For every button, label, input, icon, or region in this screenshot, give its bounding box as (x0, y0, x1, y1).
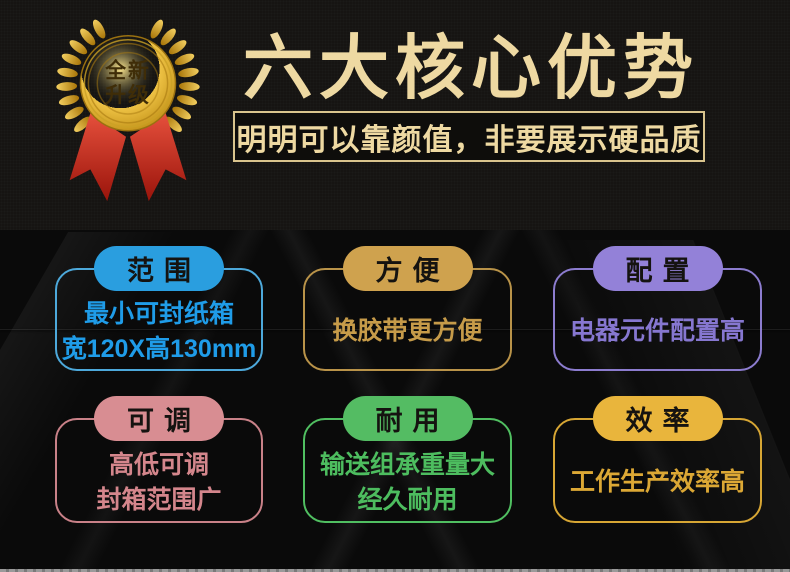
gold-coin-icon: 全新 升级 (79, 34, 177, 132)
feature-tag: 可调 (94, 396, 224, 441)
feature-text: 工作生产效率高 (555, 444, 760, 521)
feature-tag-label: 配置 (625, 256, 700, 286)
feature-tag: 范围 (94, 246, 224, 291)
subtitle-text: 明明可以靠颜值，非要展示硬品质 (236, 123, 702, 157)
feature-card-range: 范围 最小可封纸箱 宽120X高130mm (55, 246, 263, 371)
feature-text: 高低可调 封箱范围广 (57, 444, 261, 521)
feature-text: 电器元件配置高 (555, 294, 760, 369)
feature-line: 经久耐用 (357, 485, 458, 514)
header-section: 全新 升级 六大核心优势 明明可以靠颜值，非要展示硬品质 (0, 0, 790, 230)
feature-tag-label: 范围 (127, 256, 201, 286)
feature-tag-label: 可调 (127, 406, 201, 436)
feature-tag-label: 耐用 (375, 406, 450, 436)
feature-tag: 耐用 (342, 396, 473, 441)
badge-text-line1: 全新 (104, 58, 151, 82)
badge-text-line2: 升级 (105, 83, 151, 107)
feature-tag-label: 效率 (625, 406, 700, 436)
feature-line: 最小可封纸箱 (83, 299, 234, 328)
feature-line: 电器元件配置高 (569, 317, 745, 345)
page-title: 六大核心优势 (243, 28, 699, 107)
feature-card-durability: 耐用 输送组承重量大 经久耐用 (303, 396, 512, 523)
subtitle-box: 明明可以靠颜值，非要展示硬品质 (233, 111, 705, 162)
feature-card-configuration: 配置 电器元件配置高 (553, 246, 762, 371)
feature-tag: 效率 (592, 396, 723, 441)
feature-line: 输送组承重量大 (319, 450, 495, 479)
feature-card-efficiency: 效率 工作生产效率高 (553, 396, 762, 523)
award-medal-icon: 全新 升级 (52, 10, 204, 202)
feature-text: 输送组承重量大 经久耐用 (305, 444, 510, 521)
feature-line: 高低可调 (108, 450, 209, 479)
feature-line: 工作生产效率高 (569, 468, 745, 496)
feature-text: 最小可封纸箱 宽120X高130mm (57, 294, 261, 369)
feature-tag: 配置 (592, 246, 723, 291)
feature-text: 换胶带更方便 (305, 294, 510, 369)
feature-tag: 方便 (342, 246, 473, 291)
feature-line: 换胶带更方便 (332, 317, 483, 345)
ribbon-icon (69, 112, 187, 202)
bottom-edge-strip (0, 569, 790, 572)
feature-card-convenience: 方便 换胶带更方便 (303, 246, 512, 371)
feature-line: 宽120X高130mm (61, 334, 257, 363)
feature-card-adjustable: 可调 高低可调 封箱范围广 (55, 396, 263, 523)
feature-tag-label: 方便 (375, 256, 450, 286)
feature-line: 封箱范围广 (96, 485, 222, 514)
background-seam-line (0, 329, 790, 330)
